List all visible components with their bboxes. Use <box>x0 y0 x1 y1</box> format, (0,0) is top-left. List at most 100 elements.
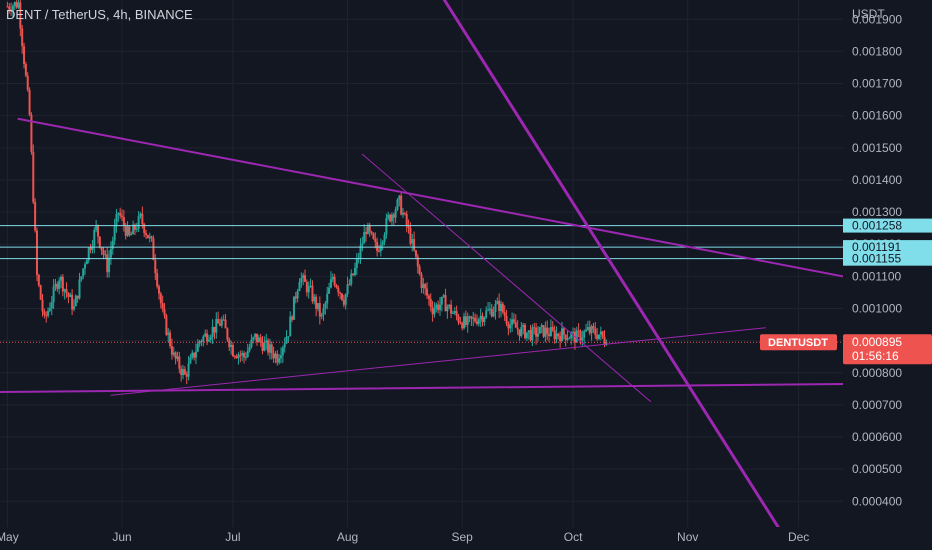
x-tick-label: Jun <box>112 530 131 544</box>
y-tick-label: 0.001400 <box>852 173 902 187</box>
candle-body <box>527 330 530 333</box>
countdown-timer: 01:56:16 <box>852 349 899 363</box>
candle-body <box>411 239 414 244</box>
candle-body <box>93 230 96 246</box>
candle-body <box>213 326 216 333</box>
candle-body <box>557 333 560 337</box>
candle-body <box>444 295 447 312</box>
y-tick-label: 0.001000 <box>852 301 902 315</box>
candle-body <box>48 308 51 311</box>
candle-body <box>76 295 79 299</box>
chart-title: DENT / TetherUS, 4h, BINANCE <box>6 7 193 22</box>
candle-body <box>169 332 172 347</box>
candle-body <box>363 232 366 244</box>
candle-body <box>21 28 24 47</box>
candle-body <box>207 339 210 342</box>
candle-body <box>416 256 419 267</box>
candle-body <box>546 327 549 335</box>
trendline-flat-support <box>0 383 843 394</box>
y-tick-label: 0.000800 <box>852 366 902 380</box>
candle-body <box>344 293 347 305</box>
candle-body <box>239 354 242 356</box>
candle-body <box>146 234 149 239</box>
candle-body <box>163 309 166 316</box>
candle-body <box>174 352 177 359</box>
candle-body <box>109 249 112 258</box>
candle-body <box>548 334 551 337</box>
y-tick-label: 0.001300 <box>852 205 902 219</box>
candle-body <box>538 326 541 334</box>
candle-body <box>352 273 355 275</box>
candle-body <box>230 344 233 348</box>
candle-body <box>518 329 521 337</box>
candle-body <box>13 2 16 7</box>
candle-body <box>427 295 430 299</box>
candle-body <box>596 335 599 339</box>
candle-body <box>461 323 464 329</box>
candle-body <box>542 325 545 337</box>
candle-body <box>341 293 344 300</box>
candle-body <box>233 356 236 358</box>
candle-body <box>533 327 536 329</box>
candle-body <box>296 290 299 299</box>
candle-body <box>525 332 528 339</box>
candle-body <box>157 286 160 294</box>
candle-body <box>390 214 393 222</box>
candle-body <box>132 224 135 235</box>
candle-body <box>178 356 181 369</box>
candle-body <box>117 212 120 215</box>
candle-body <box>26 75 29 90</box>
candle-body <box>231 344 234 357</box>
candle-body <box>200 341 203 343</box>
candle-body <box>263 342 266 351</box>
candle-body <box>315 296 318 309</box>
candle-body <box>603 336 606 345</box>
candle-body <box>366 224 369 234</box>
candle-body <box>472 317 475 319</box>
candle-body <box>189 357 192 364</box>
candle-body <box>50 302 53 309</box>
candle-body <box>52 286 55 303</box>
candle-body <box>477 319 480 324</box>
candle-body <box>84 264 87 269</box>
candle-body <box>252 337 255 340</box>
candle-body <box>91 245 94 250</box>
candle-body <box>119 212 122 216</box>
candle-body <box>165 315 168 335</box>
candle-body <box>294 296 297 299</box>
candle-body <box>218 323 221 326</box>
y-tick-label: 0.000600 <box>852 430 902 444</box>
candle-body <box>599 331 602 335</box>
candle-body <box>540 325 543 327</box>
candle-body <box>437 304 440 311</box>
candle-body <box>194 351 197 358</box>
candle-body <box>47 310 50 316</box>
candle-body <box>492 311 495 317</box>
candle-body <box>72 306 75 310</box>
candle-body <box>505 315 508 324</box>
candle-body <box>61 276 64 292</box>
candle-body <box>501 303 504 313</box>
candle-body <box>267 340 270 353</box>
candle-body <box>235 356 238 359</box>
candle-body <box>544 327 547 337</box>
candle-body <box>298 282 301 291</box>
candle-body <box>466 316 469 325</box>
candle-body <box>440 296 443 305</box>
candle-body <box>601 331 604 337</box>
candle-body <box>394 209 397 218</box>
candle-body <box>433 308 436 315</box>
candle-body <box>60 276 63 281</box>
candle-body <box>496 300 499 304</box>
candle-body <box>566 338 569 340</box>
candle-body <box>254 333 257 338</box>
candle-body <box>581 337 584 341</box>
candle-body <box>150 236 153 239</box>
candle-body <box>170 346 173 355</box>
candle-body <box>176 356 179 359</box>
candle-body <box>535 327 538 337</box>
candle-body <box>43 311 46 315</box>
candle-body <box>161 303 164 310</box>
x-tick-label: Aug <box>337 530 358 544</box>
